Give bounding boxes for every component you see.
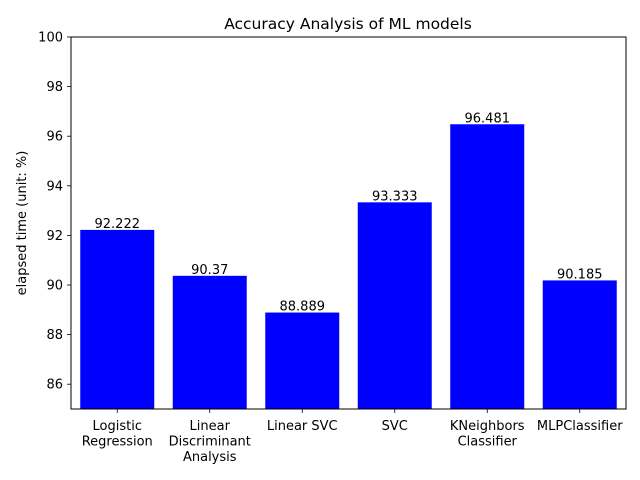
- x-tick-label: Linear SVC: [267, 419, 338, 434]
- bar: [172, 275, 247, 409]
- y-axis-label: elapsed time (unit: %): [15, 151, 30, 296]
- x-tick-label-line: MLPClassifier: [537, 419, 623, 434]
- bar: [542, 280, 617, 409]
- y-tick-label: 86: [46, 378, 63, 393]
- bar: [265, 312, 340, 409]
- bar: [357, 202, 432, 409]
- y-tick-label: 88: [46, 328, 63, 343]
- y-tick-label: 98: [46, 80, 63, 95]
- bar-value-label: 93.333: [372, 189, 418, 204]
- x-tick-label: MLPClassifier: [537, 419, 623, 434]
- x-tick-label-line: Discriminant: [169, 435, 251, 450]
- x-tick-label-line: Logistic: [93, 419, 142, 434]
- bar-value-label: 88.889: [280, 300, 326, 315]
- x-tick-label-line: Regression: [82, 435, 153, 450]
- x-tick-label: SVC: [382, 419, 408, 434]
- y-tick-label: 100: [38, 31, 63, 46]
- bar-value-label: 90.185: [557, 267, 603, 282]
- x-tick-label-line: KNeighbors: [450, 419, 525, 434]
- x-tick-label: Logistic Regression: [82, 419, 153, 450]
- y-tick-label: 94: [46, 179, 63, 194]
- bar-value-label: 92.222: [95, 217, 141, 232]
- x-tick-label-line: Linear: [190, 419, 231, 434]
- bar-value-label: 96.481: [465, 111, 511, 126]
- x-tick-label-line: Analysis: [183, 450, 237, 465]
- y-tick-label: 90: [46, 279, 63, 294]
- x-tick-label-line: SVC: [382, 419, 408, 434]
- bar: [80, 229, 155, 409]
- y-tick-label: 92: [46, 229, 63, 244]
- bar-value-label: 90.37: [191, 263, 228, 278]
- x-tick-label: KNeighbors Classifier: [450, 419, 525, 450]
- x-tick-label-line: Classifier: [458, 435, 518, 450]
- x-tick-label-line: Linear SVC: [267, 419, 338, 434]
- y-tick-label: 96: [46, 130, 63, 145]
- plot-frame: [70, 36, 627, 410]
- chart-title: Accuracy Analysis of ML models: [224, 15, 472, 33]
- x-tick-label: Linear Discriminant Analysis: [169, 419, 251, 465]
- bar: [450, 124, 525, 409]
